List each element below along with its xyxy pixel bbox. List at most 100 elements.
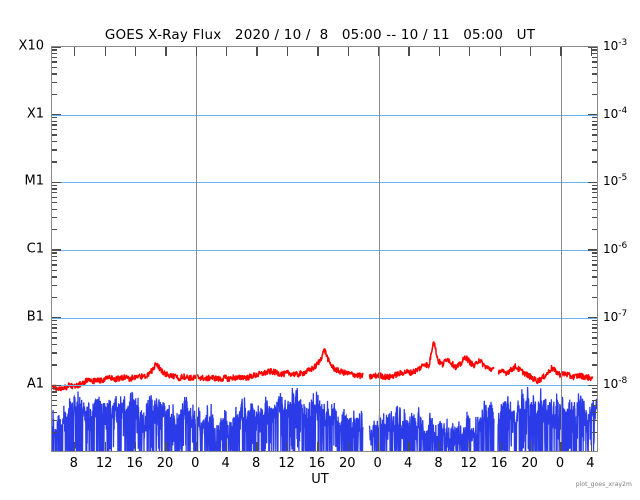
y-axis-minor-tick [52,364,57,366]
y-axis-minor-tick [52,81,57,84]
y-axis-minor-tick [592,184,597,187]
vertical-gridline [378,47,380,451]
x-axis-tick [469,442,471,451]
y-axis-minor-tick [592,255,597,258]
x-axis-title: UT [311,472,329,487]
horizontal-gridline [52,250,597,251]
y-axis-minor-tick [592,134,597,136]
y-axis-minor-tick [592,343,597,346]
y-axis-minor-tick [592,202,597,204]
plot-area [51,46,598,452]
x-axis-tick [408,442,410,451]
y-axis-label-left: B1 [26,309,44,325]
x-axis-tick [74,442,76,451]
y-axis-minor-tick [592,149,597,151]
y-axis-minor-tick [592,129,597,131]
y-axis-minor-tick [592,56,597,59]
y-axis-major-tick [52,47,61,49]
x-axis-tick [378,47,380,56]
y-axis-label-left: X1 [26,106,44,122]
y-axis-label-right: 10-3 [603,38,628,54]
y-axis-minor-tick [592,49,597,51]
horizontal-gridline [52,385,597,387]
y-axis-minor-tick [52,93,57,95]
watermark-label: plot_goes_xray2m [575,481,632,488]
data-traces [52,47,597,451]
y-axis-minor-tick [592,188,597,190]
y-axis-minor-tick [52,343,57,346]
y-axis-minor-tick [52,129,57,131]
y-axis-minor-tick [52,120,57,122]
y-axis-minor-tick [52,202,57,204]
y-axis-minor-tick [592,420,597,422]
y-axis-minor-tick [52,56,57,59]
x-axis-tick [317,47,319,56]
short-channel-trace [52,388,363,451]
y-axis-minor-tick [52,276,57,278]
y-axis-minor-tick [52,327,57,329]
x-axis-label: 8 [251,456,261,471]
y-axis-minor-tick [52,323,57,325]
x-axis-tick [469,47,471,56]
x-axis-tick [165,442,167,451]
horizontal-gridline [52,114,597,116]
y-axis-major-tick [588,317,597,319]
x-axis-label: 4 [403,456,413,471]
x-axis-tick [195,47,197,56]
x-axis-label: 4 [586,456,595,471]
y-axis-minor-tick [592,73,597,75]
y-axis-major-tick [588,181,597,183]
x-axis-tick [165,47,167,56]
y-axis-minor-tick [52,188,57,190]
y-axis-minor-tick [592,405,597,407]
y-axis-label-right: 10-8 [603,376,628,392]
x-axis-tick [104,47,106,56]
x-axis-tick [438,442,441,451]
y-axis-minor-tick [592,161,597,163]
y-axis-minor-tick [52,52,57,55]
x-axis-tick [317,442,319,451]
y-axis-label-right: 10-6 [603,241,628,257]
vertical-gridline [561,47,562,451]
y-axis-minor-tick [592,208,597,210]
y-axis-minor-tick [52,395,57,397]
long-channel-trace [498,364,592,384]
y-axis-major-tick [588,384,597,386]
y-axis-label-right: 10-7 [603,308,628,324]
y-axis-minor-tick [592,395,597,397]
long-channel-trace [52,349,363,391]
y-axis-major-tick [52,249,61,251]
y-axis-major-tick [52,317,61,319]
y-axis-minor-tick [592,252,597,254]
y-axis-minor-tick [592,217,597,219]
y-axis-minor-tick [52,352,57,354]
y-axis-minor-tick [592,192,597,194]
x-axis-tick [499,47,501,56]
y-axis-minor-tick [52,61,57,63]
y-axis-minor-tick [52,117,57,119]
x-axis-label: 4 [221,456,230,471]
y-axis-minor-tick [52,337,57,339]
x-axis-label: 20 [156,456,174,471]
y-axis-minor-tick [592,196,597,198]
x-axis-tick [256,442,258,451]
y-axis-minor-tick [52,196,57,198]
x-axis-tick [104,442,106,451]
x-axis-label: 16 [490,456,508,471]
x-axis-label: 20 [521,456,538,471]
y-axis-minor-tick [52,332,57,334]
y-axis-minor-tick [52,149,57,151]
x-axis-tick [378,442,380,451]
y-axis-minor-tick [52,284,57,287]
y-axis-minor-tick [52,228,57,231]
vertical-gridline [196,47,198,451]
y-axis-minor-tick [52,405,57,407]
x-axis-tick [286,47,289,56]
x-axis-tick [529,47,532,56]
y-axis-minor-tick [592,269,597,272]
x-axis-label: 0 [373,456,382,471]
y-axis-minor-tick [592,431,597,434]
y-axis-minor-tick [592,228,597,231]
x-axis-tick [134,442,137,451]
